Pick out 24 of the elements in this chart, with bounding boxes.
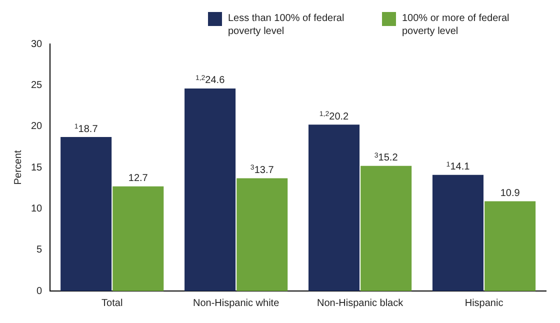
y-tick-label: 15: [31, 162, 43, 174]
x-tick-label: Total: [102, 298, 123, 309]
x-tick-label: Non-Hispanic white: [193, 298, 280, 309]
y-tick-label: 5: [36, 244, 43, 256]
x-tick-label: Hispanic: [464, 298, 504, 309]
bar: [484, 201, 536, 291]
bar: [60, 137, 112, 291]
x-tick-label: Non-Hispanic black: [316, 298, 404, 309]
legend-label: 100% or more of federal poverty level: [402, 12, 510, 38]
y-tick-label: 30: [31, 38, 43, 50]
bar: [360, 166, 412, 291]
y-tick-label: 10: [31, 203, 43, 214]
bar: [236, 178, 288, 291]
data-label: 12.7: [128, 173, 148, 184]
y-tick-label: 0: [36, 286, 43, 297]
bar: [308, 124, 360, 291]
y-tick-label: 25: [31, 80, 43, 91]
y-tick-label: 20: [31, 121, 43, 132]
bar: [184, 88, 236, 291]
legend-label: Less than 100% of federal poverty level: [228, 12, 346, 38]
bar: [432, 174, 484, 291]
data-label: 10.9: [500, 188, 520, 200]
y-axis-title: Percent: [12, 150, 24, 185]
bar: [112, 186, 164, 291]
